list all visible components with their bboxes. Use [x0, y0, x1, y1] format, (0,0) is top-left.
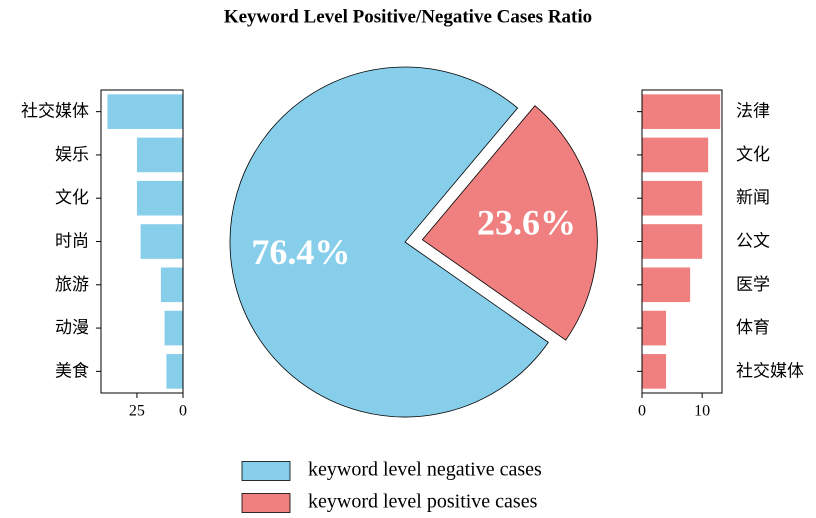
chart-title: Keyword Level Positive/Negative Cases Ra…	[224, 6, 592, 27]
y-tick-label: 法律	[736, 102, 770, 122]
legend-swatch	[241, 461, 291, 481]
x-tick-label: 0	[179, 403, 187, 420]
y-tick-label: 社交媒体	[21, 102, 89, 122]
y-tick-label: 动漫	[55, 318, 89, 338]
y-tick-label: 旅游	[55, 275, 89, 295]
pie-slice	[229, 66, 549, 418]
bar	[166, 354, 183, 389]
bar	[642, 354, 667, 389]
data-label: 23.6%	[477, 202, 576, 242]
bar	[136, 137, 183, 173]
y-tick-label: 社交媒体	[736, 361, 804, 381]
x-tick-label: 10	[694, 403, 710, 420]
y-tick-label: 公文	[736, 232, 770, 252]
y-tick-label: 医学	[736, 275, 770, 295]
pie-slice	[421, 105, 598, 341]
bar	[164, 310, 183, 346]
bar	[140, 224, 183, 259]
y-tick-label: 时尚	[55, 232, 89, 252]
bar	[642, 137, 709, 173]
y-tick-label: 美食	[55, 361, 89, 381]
x-tick-label: 0	[638, 403, 646, 420]
bar	[642, 310, 667, 346]
y-tick-label: 娱乐	[55, 145, 89, 165]
legend-swatch	[241, 493, 291, 513]
y-tick-label: 新闻	[736, 188, 770, 208]
bar	[136, 180, 183, 216]
axes-frame	[100, 89, 184, 394]
bar	[642, 224, 703, 259]
y-tick-label: 体育	[736, 318, 770, 338]
legend-label: keyword level negative cases	[308, 459, 542, 481]
bar	[642, 267, 691, 303]
y-tick-label: 文化	[55, 188, 89, 208]
axes-frame	[641, 89, 723, 394]
y-tick-label: 文化	[736, 145, 770, 165]
bar	[107, 94, 183, 129]
bar	[642, 94, 721, 129]
bar	[160, 267, 183, 303]
legend-label: keyword level positive cases	[308, 491, 538, 513]
bar	[642, 180, 703, 216]
x-tick-label: 25	[129, 403, 145, 420]
data-label: 76.4%	[251, 232, 350, 272]
